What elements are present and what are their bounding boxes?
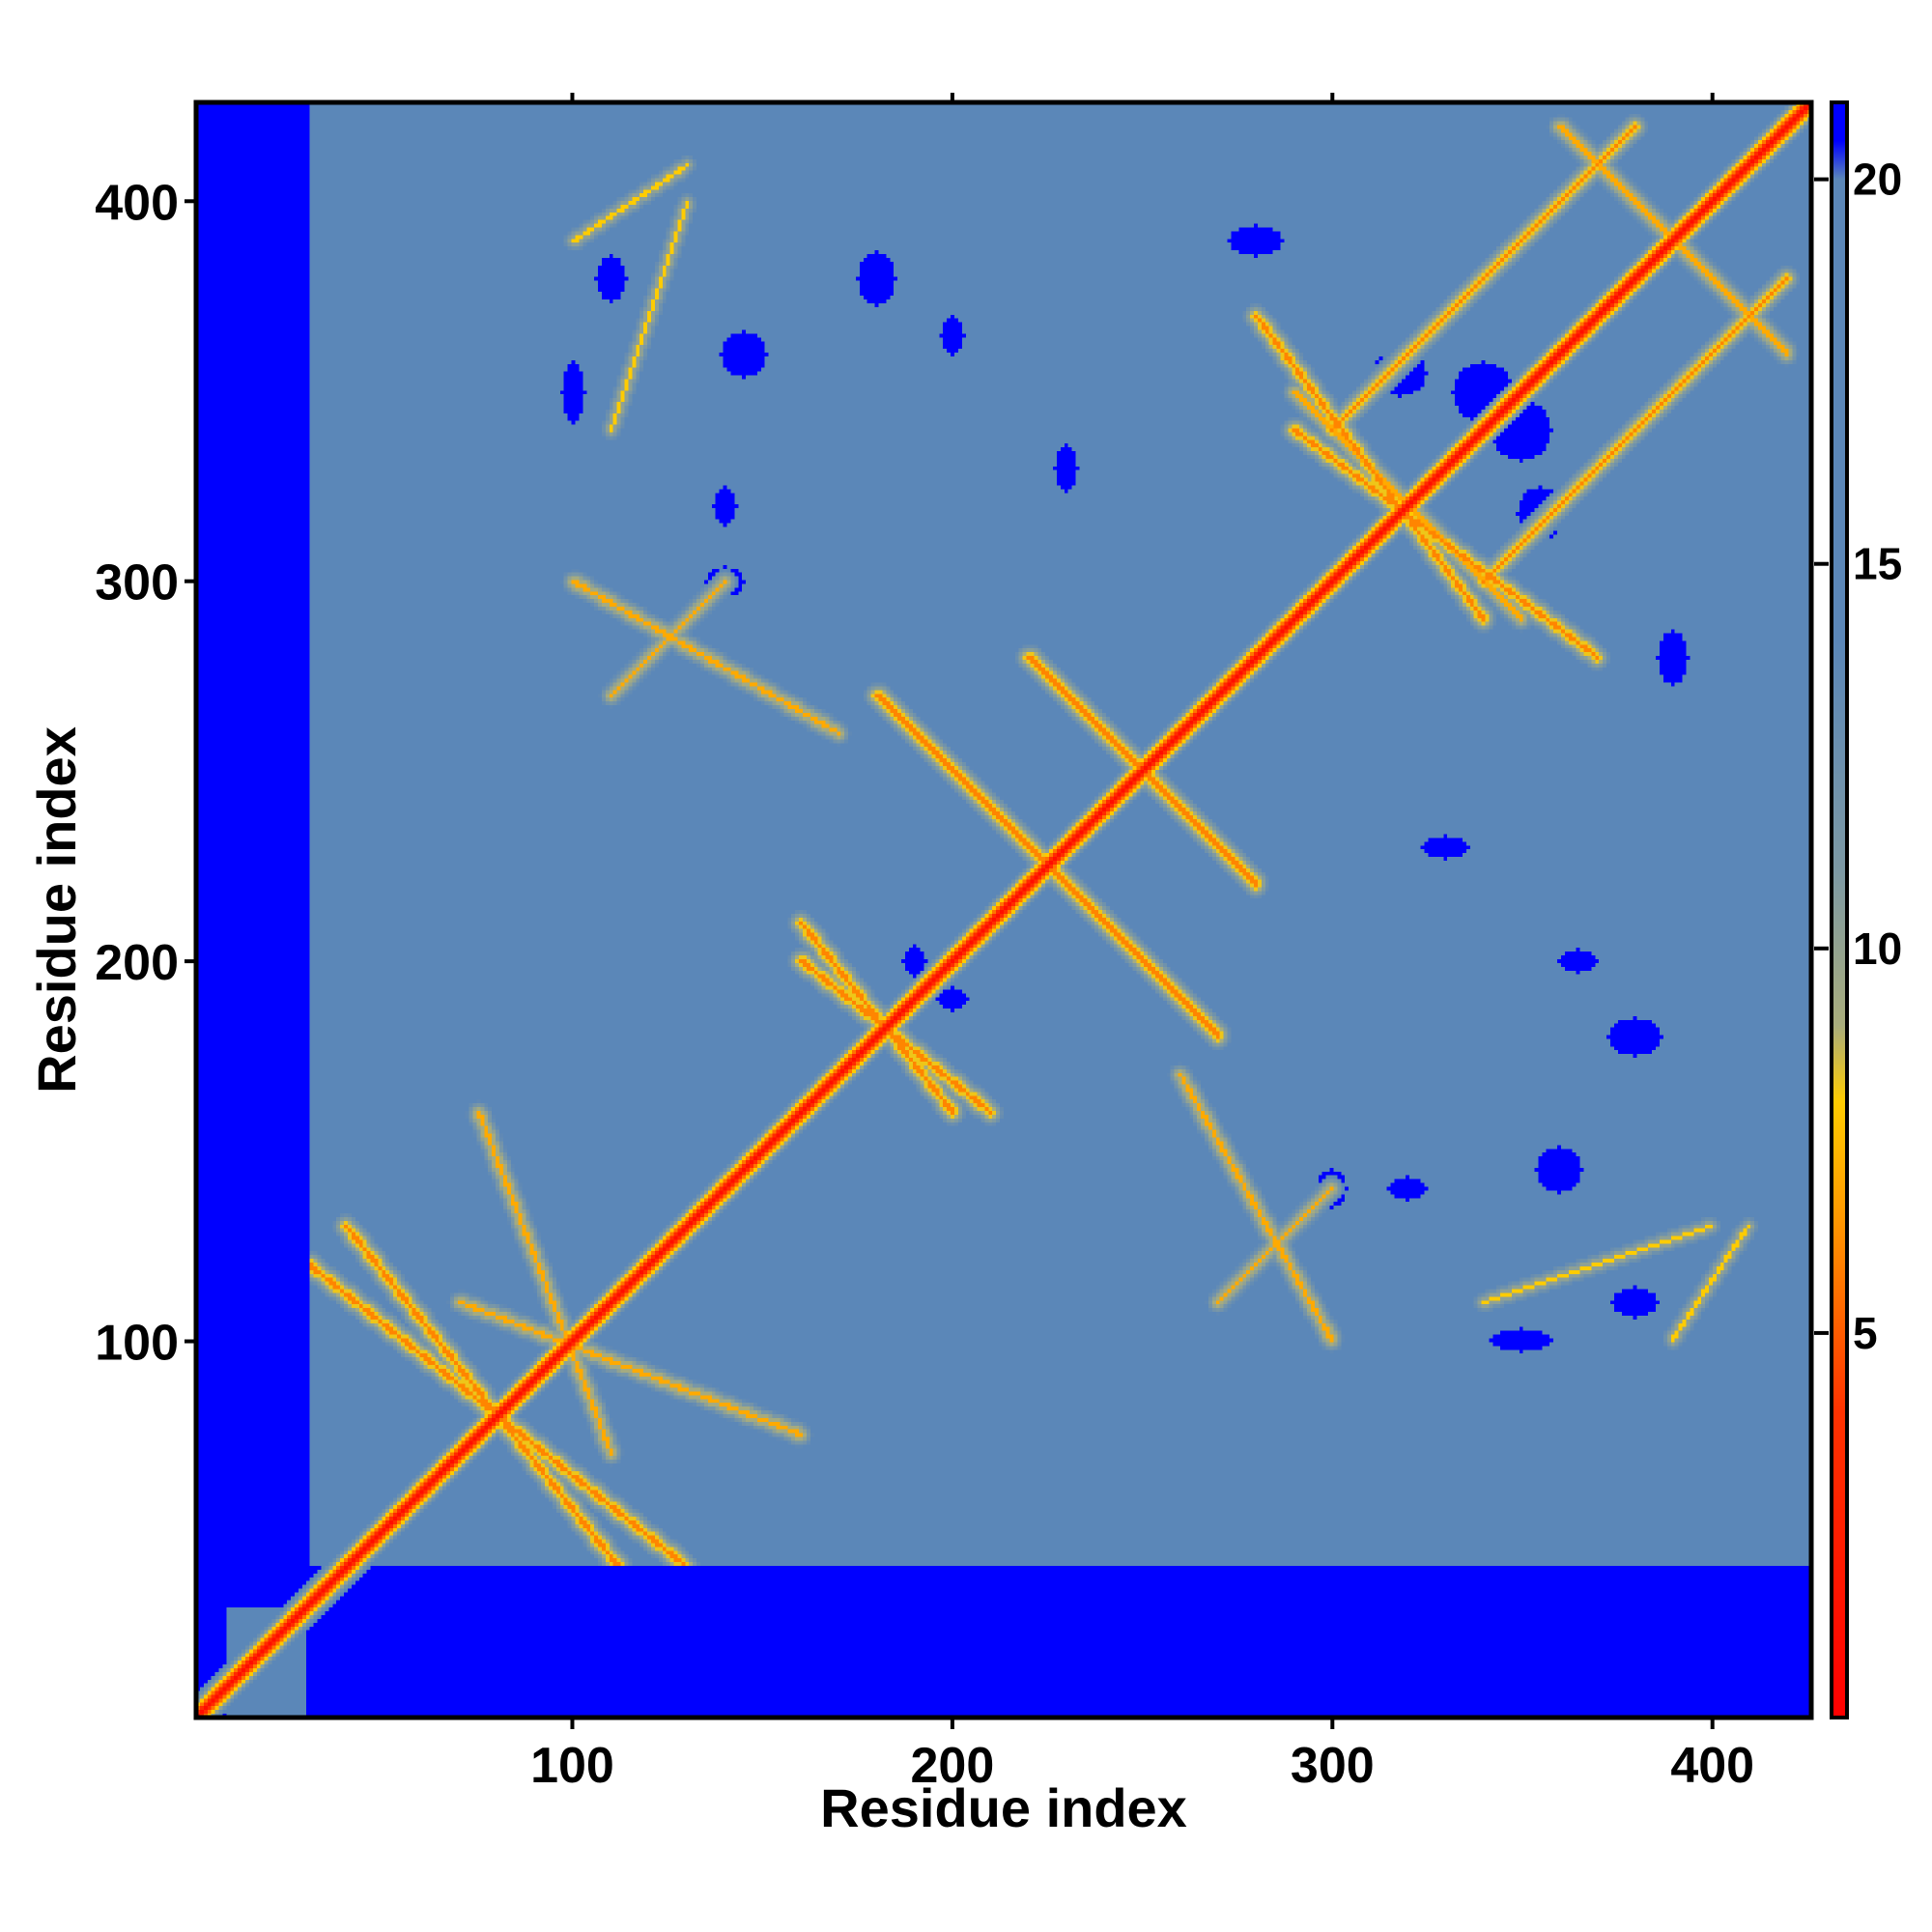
colorbar-fill <box>1832 102 1847 1718</box>
heatmap-image <box>196 102 1811 1718</box>
x-tick-label: 300 <box>1291 1738 1375 1794</box>
colorbar-frame <box>1830 100 1849 1719</box>
plot-frame <box>193 99 1814 1720</box>
y-tick-label: 300 <box>95 555 179 611</box>
x-axis-title: Residue index <box>820 1777 1187 1838</box>
x-axis-ticks: 100 200 300 400 <box>530 1718 1754 1794</box>
colorbar-tick-label: 15 <box>1853 539 1902 589</box>
y-tick-label: 200 <box>95 935 179 991</box>
y-axis-ticks: 100 200 300 400 <box>95 175 196 1372</box>
heatmap-plot-area <box>193 99 1814 1720</box>
x-tick-label: 200 <box>911 1738 995 1794</box>
y-tick-label: 400 <box>95 175 179 231</box>
colorbar-tick-label: 20 <box>1853 155 1902 205</box>
x-tick-label: 100 <box>530 1738 614 1794</box>
colorbar-tick-label: 5 <box>1853 1308 1878 1358</box>
y-axis-title: Residue index <box>26 726 87 1094</box>
colorbar-ticks: 5 10 15 20 <box>1814 155 1902 1358</box>
y-tick-label: 100 <box>95 1316 179 1372</box>
colorbar: 5 10 15 20 <box>1814 100 1902 1719</box>
top-axis-ticks <box>570 93 1715 102</box>
colorbar-tick-label: 10 <box>1853 923 1902 974</box>
x-tick-label: 400 <box>1670 1738 1754 1794</box>
